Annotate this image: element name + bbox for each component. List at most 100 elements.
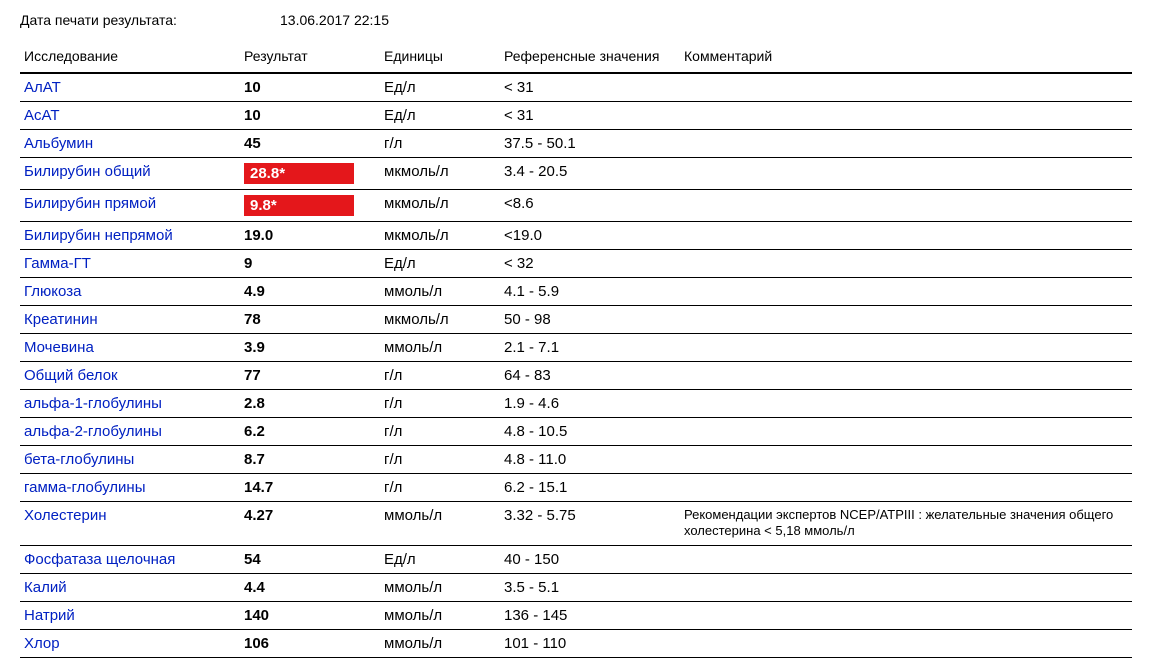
table-row: Билирубин общий 28.8* мкмоль/л3.4 - 20.5 xyxy=(20,158,1132,190)
test-name-link[interactable]: альфа-1-глобулины xyxy=(24,395,162,412)
result-value: 3.9 xyxy=(244,339,265,356)
units-cell: мкмоль/л xyxy=(380,158,500,190)
test-name-link[interactable]: Калий xyxy=(24,579,67,596)
table-row: Мочевина 3.9 ммоль/л2.1 - 7.1 xyxy=(20,334,1132,362)
comment-cell xyxy=(680,474,1132,502)
result-value: 19.0 xyxy=(244,227,273,244)
units-cell: Ед/л xyxy=(380,250,500,278)
table-row: Билирубин непрямой19.0мкмоль/л<19.0 xyxy=(20,222,1132,250)
units-cell: г/л xyxy=(380,418,500,446)
test-name-link[interactable]: Билирубин непрямой xyxy=(24,227,173,244)
result-value: 6.2 xyxy=(244,423,265,440)
reference-cell: 3.4 - 20.5 xyxy=(500,158,680,190)
reference-cell: 136 - 145 xyxy=(500,601,680,629)
comment-cell xyxy=(680,278,1132,306)
reference-cell: 2.1 - 7.1 xyxy=(500,334,680,362)
comment-cell xyxy=(680,545,1132,573)
table-row: Холестерин 4.27 ммоль/л3.32 - 5.75Рекоменд… xyxy=(20,502,1132,546)
test-name-link[interactable]: Креатинин xyxy=(24,311,98,328)
table-row: Глюкоза4.9ммоль/л4.1 - 5.9 xyxy=(20,278,1132,306)
comment-cell xyxy=(680,190,1132,222)
reference-cell: 37.5 - 50.1 xyxy=(500,130,680,158)
comment-cell xyxy=(680,573,1132,601)
result-value: 140 xyxy=(244,607,269,624)
units-cell: г/л xyxy=(380,446,500,474)
result-value: 77 xyxy=(244,367,261,384)
test-name-link[interactable]: Глюкоза xyxy=(24,283,81,300)
table-header-row: Исследование Результат Единицы Референсн… xyxy=(20,42,1132,73)
reference-cell: 64 - 83 xyxy=(500,362,680,390)
result-value: 9 xyxy=(244,255,252,272)
comment-cell: Рекомендации экспертов NCEP/ATPIII : жел… xyxy=(680,502,1132,546)
reference-cell: <19.0 xyxy=(500,222,680,250)
table-row: Креатинин 78 мкмоль/л50 - 98 xyxy=(20,306,1132,334)
test-name-link[interactable]: Альбумин xyxy=(24,135,93,152)
reference-cell: <8.6 xyxy=(500,190,680,222)
result-value-flagged: 9.8* xyxy=(244,195,354,216)
table-row: Общий белок 77 г/л64 - 83 xyxy=(20,362,1132,390)
test-name-link[interactable]: Натрий xyxy=(24,607,75,624)
comment-cell xyxy=(680,250,1132,278)
header-ref: Референсные значения xyxy=(500,42,680,73)
reference-cell: 4.1 - 5.9 xyxy=(500,278,680,306)
table-row: гамма-глобулины14.7г/л6.2 - 15.1 xyxy=(20,474,1132,502)
header-result: Результат xyxy=(240,42,380,73)
result-value-flagged: 28.8* xyxy=(244,163,354,184)
units-cell: г/л xyxy=(380,362,500,390)
result-value: 4.27 xyxy=(244,507,273,524)
comment-cell xyxy=(680,334,1132,362)
test-name-link[interactable]: Хлор xyxy=(24,635,60,652)
result-value: 10 xyxy=(244,107,261,124)
test-name-link[interactable]: АсАТ xyxy=(24,107,60,124)
table-row: Альбумин 45 г/л37.5 - 50.1 xyxy=(20,130,1132,158)
table-row: Фосфатаза щелочная54Ед/л40 - 150 xyxy=(20,545,1132,573)
comment-cell xyxy=(680,601,1132,629)
print-date-line: Дата печати результата: 13.06.2017 22:15 xyxy=(20,12,1132,28)
test-name-link[interactable]: Холестерин xyxy=(24,507,107,524)
result-value: 78 xyxy=(244,311,261,328)
comment-cell xyxy=(680,362,1132,390)
units-cell: ммоль/л xyxy=(380,601,500,629)
comment-cell xyxy=(680,418,1132,446)
test-name-link[interactable]: АлАТ xyxy=(24,79,61,96)
units-cell: мкмоль/л xyxy=(380,306,500,334)
result-value: 54 xyxy=(244,551,261,568)
table-row: Хлор106ммоль/л101 - 110 xyxy=(20,629,1132,657)
reference-cell: 101 - 110 xyxy=(500,629,680,657)
table-row: альфа-1-глобулины2.8г/л1.9 - 4.6 xyxy=(20,390,1132,418)
reference-cell: < 32 xyxy=(500,250,680,278)
units-cell: ммоль/л xyxy=(380,334,500,362)
reference-cell: 4.8 - 11.0 xyxy=(500,446,680,474)
reference-cell: < 31 xyxy=(500,73,680,102)
units-cell: ммоль/л xyxy=(380,502,500,546)
units-cell: г/л xyxy=(380,474,500,502)
test-name-link[interactable]: Мочевина xyxy=(24,339,94,356)
test-name-link[interactable]: Гамма-ГТ xyxy=(24,255,91,272)
comment-cell xyxy=(680,390,1132,418)
table-row: Гамма-ГТ 9 Ед/л< 32 xyxy=(20,250,1132,278)
reference-cell: < 31 xyxy=(500,102,680,130)
reference-cell: 1.9 - 4.6 xyxy=(500,390,680,418)
print-date-value: 13.06.2017 22:15 xyxy=(280,12,389,28)
reference-cell: 3.32 - 5.75 xyxy=(500,502,680,546)
units-cell: г/л xyxy=(380,130,500,158)
units-cell: ммоль/л xyxy=(380,278,500,306)
reference-cell: 3.5 - 5.1 xyxy=(500,573,680,601)
units-cell: Ед/л xyxy=(380,545,500,573)
test-name-link[interactable]: альфа-2-глобулины xyxy=(24,423,162,440)
comment-cell xyxy=(680,73,1132,102)
table-row: Натрий 140 ммоль/л136 - 145 xyxy=(20,601,1132,629)
units-cell: Ед/л xyxy=(380,102,500,130)
reference-cell: 50 - 98 xyxy=(500,306,680,334)
header-test: Исследование xyxy=(20,42,240,73)
test-name-link[interactable]: бета-глобулины xyxy=(24,451,134,468)
test-name-link[interactable]: Фосфатаза щелочная xyxy=(24,551,175,568)
results-table: Исследование Результат Единицы Референсн… xyxy=(20,42,1132,658)
result-value: 45 xyxy=(244,135,261,152)
test-name-link[interactable]: гамма-глобулины xyxy=(24,479,145,496)
test-name-link[interactable]: Билирубин общий xyxy=(24,163,151,180)
result-value: 10 xyxy=(244,79,261,96)
test-name-link[interactable]: Общий белок xyxy=(24,367,118,384)
test-name-link[interactable]: Билирубин прямой xyxy=(24,195,156,212)
units-cell: ммоль/л xyxy=(380,573,500,601)
